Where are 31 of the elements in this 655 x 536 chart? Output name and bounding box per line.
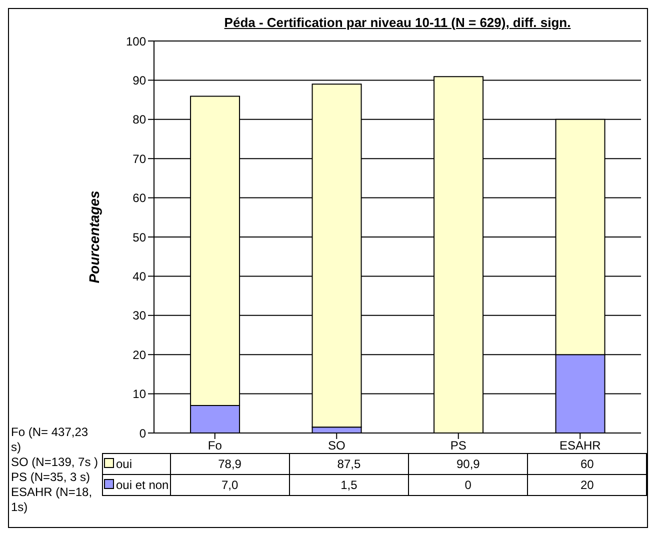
y-tick-label: 0 — [139, 426, 146, 440]
data-label: 20 — [528, 474, 646, 496]
y-axis-title: Pourcentages — [86, 190, 102, 284]
data-label: 90,9 — [408, 454, 528, 474]
y-tick-label: 20 — [132, 348, 146, 362]
text: SO (N=139, 7s ) — [11, 455, 99, 470]
data-label: 0 — [408, 474, 528, 496]
y-tick-label: 70 — [132, 152, 146, 166]
y-tick-label: 50 — [132, 230, 146, 244]
data-label: 78,9 — [170, 454, 290, 474]
y-tick-label: 80 — [132, 112, 146, 127]
x-tick-label: ESAHR — [559, 438, 602, 453]
x-tick-label: Fo — [208, 438, 222, 453]
y-tick-label: 30 — [132, 308, 146, 323]
y-tick-label: 10 — [132, 387, 146, 402]
text: ESAHR (N=18, 1s) — [11, 485, 94, 515]
y-tick-label: 40 — [132, 269, 146, 284]
chart-title: Péda - Certification par niveau 10-11 (N = 629), diff. sign. — [223, 15, 572, 30]
y-tick-label: 100 — [126, 34, 146, 48]
y-tick-label: 60 — [132, 191, 146, 206]
x-tick-label: SO — [328, 438, 346, 453]
legend-label: oui — [102, 454, 170, 474]
data-label: 87,5 — [289, 454, 409, 474]
data-label: 60 — [528, 454, 646, 474]
legend-label: oui et non — [102, 474, 170, 496]
text: PS (N=35, 3 s) — [11, 470, 92, 485]
x-tick-label: PS — [450, 438, 466, 453]
data-label: 7,0 — [170, 474, 290, 496]
text: Fo (N= 437,23 s) — [11, 425, 90, 455]
data-label: 1,5 — [289, 474, 409, 496]
y-tick-label: 90 — [132, 73, 146, 88]
